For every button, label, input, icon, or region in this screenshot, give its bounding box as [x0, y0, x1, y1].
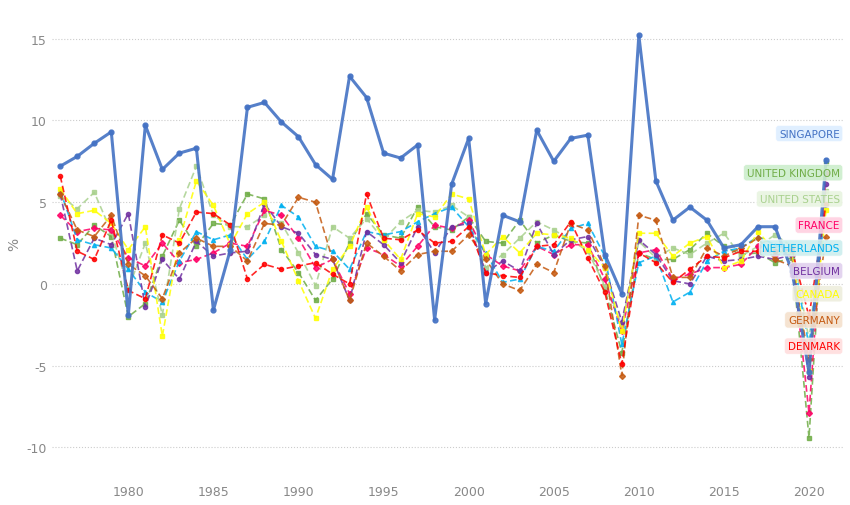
Text: DENMARK: DENMARK [788, 341, 840, 351]
Text: UNITED STATES: UNITED STATES [760, 194, 840, 205]
Text: SINGAPORE: SINGAPORE [779, 129, 840, 139]
Text: CANADA: CANADA [796, 289, 840, 299]
Text: NETHERLANDS: NETHERLANDS [762, 243, 840, 254]
Text: FRANCE: FRANCE [798, 221, 840, 231]
Y-axis label: %: % [7, 237, 21, 250]
Text: UNITED KINGDOM: UNITED KINGDOM [746, 168, 840, 178]
Text: GERMANY: GERMANY [788, 315, 840, 325]
Text: BELGIUM: BELGIUM [793, 266, 840, 276]
